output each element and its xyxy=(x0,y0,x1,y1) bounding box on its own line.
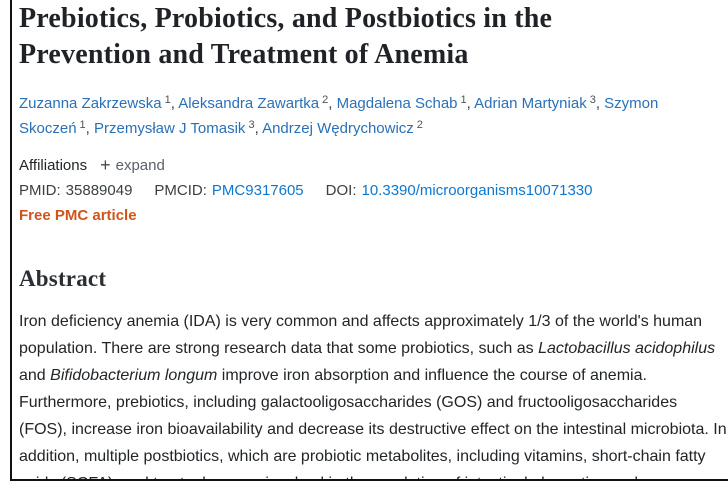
author-superscript: 2 xyxy=(416,119,423,131)
author-separator: , xyxy=(254,120,263,137)
page-title: Prebiotics, Probiotics, and Postbiotics … xyxy=(19,3,553,70)
abstract-segment: Iron deficiency anemia (IDA) is very com… xyxy=(19,313,703,357)
abstract-heading: Abstract xyxy=(19,266,107,291)
author-separator: , xyxy=(466,95,475,112)
author-link[interactable]: Aleksandra Zawartka xyxy=(178,95,320,112)
author-link[interactable]: Magdalena Schab xyxy=(336,95,458,112)
author-superscript: 3 xyxy=(248,119,255,131)
author-separator: , xyxy=(170,95,179,112)
author-superscript: 2 xyxy=(322,94,329,106)
abstract-segment: and xyxy=(19,367,51,384)
article-panel: Prebiotics, Probiotics, and Postbiotics … xyxy=(10,0,728,481)
doi-group: DOI: 10.3390/microorganisms10071330 xyxy=(326,182,593,199)
abstract-segment: improve iron absorption and influence th… xyxy=(19,367,727,479)
author-superscript: 1 xyxy=(79,119,86,131)
free-pmc-article-badge: Free PMC article xyxy=(19,207,137,224)
author-superscript: 3 xyxy=(589,94,596,106)
article-content: Prebiotics, Probiotics, and Postbiotics … xyxy=(12,0,728,479)
plus-icon: + xyxy=(100,155,111,175)
pmcid-label: PMCID: xyxy=(154,182,207,199)
pmid-value: 35889049 xyxy=(65,182,133,199)
doi-label: DOI: xyxy=(325,182,357,199)
affiliations-label: Affiliations xyxy=(19,156,88,174)
author-separator: , xyxy=(85,120,95,137)
abstract-paragraph: Iron deficiency anemia (IDA) is very com… xyxy=(19,308,727,479)
expand-label: expand xyxy=(115,156,165,174)
author-separator: , xyxy=(595,95,605,112)
author-superscript: 1 xyxy=(460,94,467,106)
expand-affiliations-button[interactable]: + expand xyxy=(100,156,165,174)
pmcid-group: PMCID: PMC9317605 xyxy=(154,182,303,199)
author-link[interactable]: Adrian Martyniak xyxy=(474,95,587,112)
author-link[interactable]: Szymon Skoczeń xyxy=(19,95,659,137)
affiliations-row: Affiliations + expand xyxy=(19,156,724,174)
author-list: Zuzanna Zakrzewska 1, Aleksandra Zawartka… xyxy=(19,92,699,142)
abstract-italic-segment: Lactobacillus acidophilus xyxy=(538,340,716,357)
abstract-italic-segment: Bifidobacterium longum xyxy=(50,367,218,384)
pmid-label: PMID: xyxy=(19,182,61,199)
pmid-group: PMID: 35889049 xyxy=(19,182,132,199)
author-link[interactable]: Zuzanna Zakrzewska xyxy=(19,95,162,112)
author-separator: , xyxy=(328,95,337,112)
author-link[interactable]: Przemysław J Tomasik xyxy=(94,120,246,137)
author-superscript: 1 xyxy=(164,94,171,106)
pmcid-link[interactable]: PMC9317605 xyxy=(211,182,304,199)
doi-link[interactable]: 10.3390/microorganisms10071330 xyxy=(361,182,593,199)
identifiers-row: PMID: 35889049 PMCID: PMC9317605 DOI: 10… xyxy=(19,182,724,199)
author-link[interactable]: Andrzej Wędrychowicz xyxy=(262,120,414,137)
